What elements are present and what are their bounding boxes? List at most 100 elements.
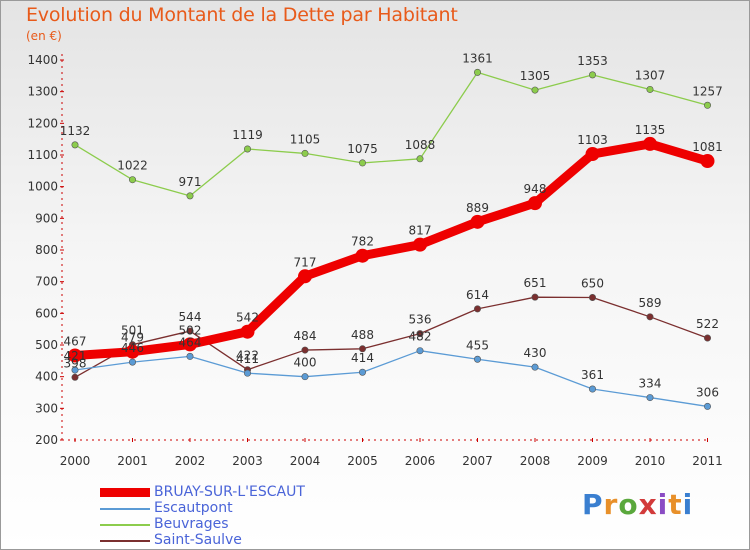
data-label: 1353 — [577, 54, 608, 68]
legend-label: BRUAY-SUR-L'ESCAUT — [154, 484, 305, 500]
data-point — [71, 366, 79, 374]
data-point — [528, 196, 542, 211]
data-point — [358, 368, 366, 376]
data-point — [183, 337, 197, 352]
data-point — [129, 176, 137, 184]
data-point — [703, 402, 711, 410]
data-point — [646, 394, 654, 402]
data-point — [703, 101, 711, 109]
data-point — [700, 154, 715, 169]
series-line-2 — [74, 71, 709, 197]
data-label: 889 — [466, 201, 489, 215]
data-label: 467 — [64, 334, 87, 348]
x-tick-label: 2011 — [692, 454, 723, 468]
y-tick-label: 1200 — [27, 116, 58, 130]
logo-letter: t — [668, 488, 683, 521]
y-tick-label: 500 — [35, 338, 58, 352]
data-point — [129, 358, 137, 366]
data-point — [358, 159, 366, 167]
data-label: 542 — [236, 311, 259, 325]
data-point — [301, 149, 309, 157]
data-label: 1022 — [117, 159, 148, 173]
y-tick-label: 300 — [35, 401, 58, 415]
data-label: 1105 — [290, 132, 321, 146]
legend-swatch — [100, 540, 150, 542]
data-label: 1088 — [405, 138, 436, 152]
data-point — [473, 355, 481, 363]
data-point — [588, 71, 596, 79]
logo-letter: i — [657, 488, 669, 521]
legend-swatch — [100, 488, 150, 497]
data-label: 782 — [351, 235, 374, 249]
data-point — [585, 147, 600, 162]
data-point — [416, 347, 424, 355]
data-label: 411 — [236, 352, 259, 366]
data-point — [703, 334, 711, 342]
data-label: 422 — [236, 349, 259, 363]
legend-item: BRUAY-SUR-L'ESCAUT — [100, 484, 400, 500]
data-label: 650 — [581, 277, 604, 291]
y-tick-label: 200 — [35, 433, 58, 447]
data-point — [531, 363, 539, 371]
data-label: 1305 — [520, 69, 551, 83]
data-label: 1075 — [347, 142, 378, 156]
data-label: 502 — [179, 323, 202, 337]
data-label: 1361 — [462, 51, 493, 65]
legend-label: Beuvrages — [154, 516, 229, 532]
data-label: 1132 — [60, 124, 91, 138]
data-point — [244, 145, 252, 153]
x-tick-label: 2006 — [405, 454, 436, 468]
y-tick-label: 1000 — [27, 180, 58, 194]
data-label: 501 — [121, 324, 144, 338]
data-label: 455 — [466, 338, 489, 352]
data-label: 1307 — [635, 68, 666, 82]
logo-letter: x — [638, 488, 658, 521]
x-tick-label: 2009 — [577, 454, 608, 468]
data-label: 1103 — [577, 133, 608, 147]
data-point — [473, 305, 481, 313]
x-tick-label: 2010 — [635, 454, 666, 468]
x-tick-label: 2000 — [60, 454, 91, 468]
x-tick-label: 2003 — [232, 454, 263, 468]
data-label: 400 — [294, 356, 317, 370]
data-label: 614 — [466, 288, 489, 302]
data-label: 1257 — [692, 84, 723, 98]
data-point — [68, 348, 82, 363]
data-label: 414 — [351, 351, 374, 365]
legend-item: Escautpont — [100, 500, 400, 516]
x-tick-label: 2002 — [175, 454, 206, 468]
data-point — [125, 344, 140, 359]
data-point — [470, 214, 485, 229]
data-point — [531, 293, 539, 301]
data-point — [244, 369, 252, 377]
legend-item: Beuvrages — [100, 516, 400, 532]
data-point — [588, 293, 596, 301]
data-label: 430 — [524, 346, 547, 360]
data-point — [531, 86, 539, 94]
data-label: 948 — [524, 182, 547, 196]
y-tick-label: 1100 — [27, 148, 58, 162]
y-tick-label: 1300 — [27, 85, 58, 99]
legend-swatch — [100, 524, 150, 526]
series-line-3 — [74, 296, 709, 378]
logo-letter: r — [603, 488, 619, 521]
x-tick-label: 2007 — [462, 454, 493, 468]
data-label: 971 — [179, 175, 202, 189]
data-label: 544 — [179, 310, 202, 324]
data-point — [646, 85, 654, 93]
series-line-0 — [70, 139, 712, 360]
data-label: 1135 — [635, 123, 666, 137]
data-label: 536 — [409, 313, 432, 327]
data-point — [186, 192, 194, 200]
data-label: 446 — [121, 341, 144, 355]
data-label: 464 — [179, 335, 202, 349]
data-label: 484 — [294, 329, 317, 343]
data-label: 717 — [294, 255, 317, 269]
proxiti-logo: Proxiti — [582, 488, 693, 521]
legend-label: Saint-Saulve — [154, 532, 242, 548]
series-line-1 — [74, 350, 709, 408]
data-label: 488 — [351, 328, 374, 342]
data-point — [643, 136, 657, 151]
